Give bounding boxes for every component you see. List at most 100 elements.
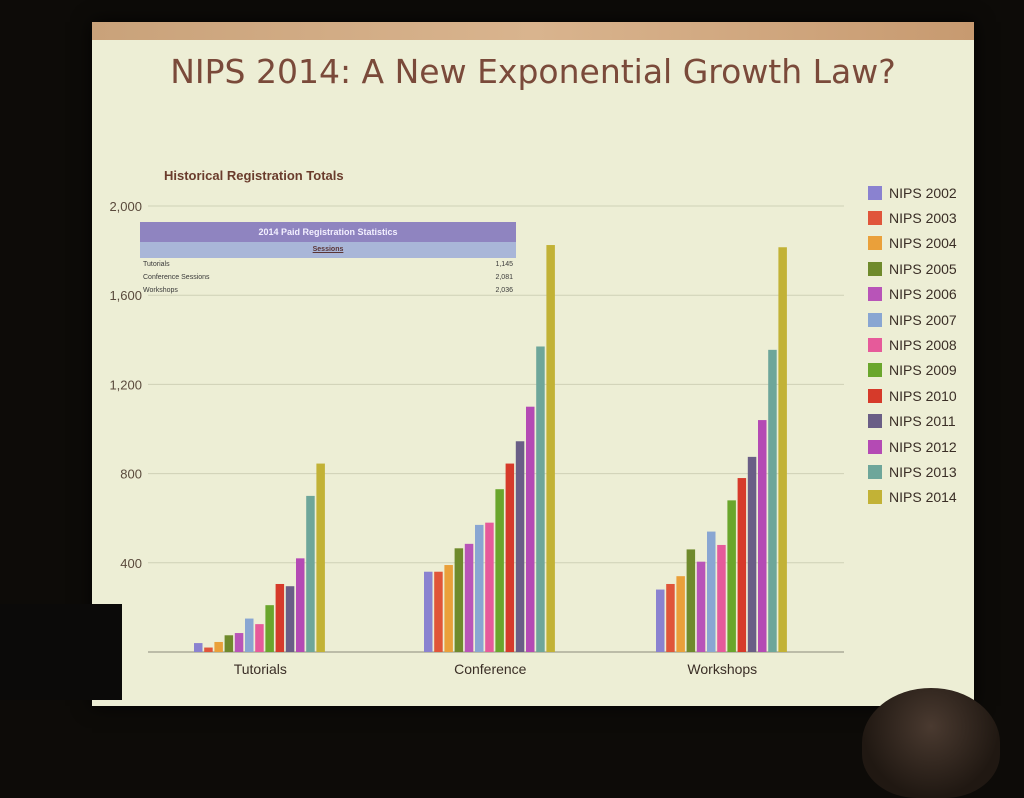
legend-item: NIPS 2008 — [868, 332, 957, 357]
legend-label: NIPS 2014 — [889, 489, 957, 506]
stats-table-title: 2014 Paid Registration Statistics — [140, 222, 516, 242]
legend-swatch — [868, 338, 882, 353]
legend-label: NIPS 2004 — [889, 235, 957, 252]
bar — [434, 571, 443, 652]
stats-row-label: Workshops — [143, 287, 178, 294]
legend-label: NIPS 2008 — [889, 337, 957, 354]
bar — [275, 583, 285, 652]
bar — [707, 531, 716, 652]
legend-swatch — [868, 236, 882, 251]
legend-label: NIPS 2002 — [889, 184, 957, 201]
bar — [676, 576, 685, 652]
legend-label: NIPS 2007 — [889, 311, 957, 328]
legend-label: NIPS 2011 — [889, 413, 956, 430]
stats-row-label: Conference Sessions — [143, 274, 210, 281]
legend-swatch — [868, 312, 882, 327]
bar — [536, 346, 545, 652]
legend-label: NIPS 2003 — [889, 210, 957, 227]
slide-title: NIPS 2014: A New Exponential Growth Law? — [170, 52, 896, 91]
y-tick-label: 400 — [120, 556, 142, 571]
legend-item: NIPS 2014 — [868, 485, 957, 510]
bar — [316, 463, 325, 652]
legend-item: NIPS 2004 — [868, 231, 957, 256]
y-tick-label: 2,000 — [109, 199, 142, 214]
legend-swatch — [868, 363, 882, 378]
legend-item: NIPS 2005 — [868, 256, 957, 281]
stats-row-value: 2,081 — [495, 274, 513, 281]
chart-title: Historical Registration Totals — [164, 168, 344, 183]
legend-swatch — [868, 185, 882, 200]
bar — [696, 561, 706, 652]
browser-toolbar-strip — [92, 22, 974, 40]
bar — [515, 441, 525, 652]
legend-label: NIPS 2009 — [889, 362, 957, 379]
bar — [204, 647, 213, 652]
stats-row-value: 2,036 — [495, 287, 513, 294]
stats-table-subtitle: Sessions — [140, 242, 516, 258]
bar — [526, 406, 535, 652]
legend-swatch — [868, 211, 882, 226]
legend-item: NIPS 2003 — [868, 205, 957, 230]
bar — [224, 635, 234, 652]
bar — [255, 624, 264, 652]
bar — [454, 548, 464, 652]
bar — [656, 589, 665, 652]
legend-label: NIPS 2006 — [889, 286, 957, 303]
bar — [265, 605, 274, 652]
legend-item: NIPS 2012 — [868, 434, 957, 459]
bar — [444, 565, 453, 652]
bar — [737, 478, 747, 652]
projector-screen: NIPS 2014: A New Exponential Growth Law?… — [92, 22, 974, 706]
legend-label: NIPS 2012 — [889, 438, 957, 455]
stats-row: Conference Sessions 2,081 — [140, 271, 516, 284]
legend-swatch — [868, 414, 882, 429]
legend-item: NIPS 2013 — [868, 459, 957, 484]
bar — [214, 641, 223, 652]
bar — [546, 245, 555, 652]
bar — [306, 495, 315, 652]
y-tick-label: 1,600 — [109, 288, 142, 303]
bar — [505, 463, 515, 652]
bar — [296, 558, 305, 652]
legend-item: NIPS 2010 — [868, 383, 957, 408]
bar — [475, 524, 484, 652]
bar — [485, 522, 494, 652]
bar — [666, 583, 675, 652]
legend-item: NIPS 2007 — [868, 307, 957, 332]
legend-label: NIPS 2013 — [889, 463, 957, 480]
legend-swatch — [868, 439, 882, 454]
y-tick-label: 1,200 — [109, 377, 142, 392]
legend-swatch — [868, 261, 882, 276]
bar — [285, 586, 295, 652]
bar — [747, 456, 757, 652]
audience-head — [862, 688, 1000, 798]
x-tick-label: Conference — [454, 661, 527, 677]
stats-row-label: Tutorials — [143, 261, 170, 268]
bar — [717, 544, 726, 652]
legend-item: NIPS 2011 — [868, 409, 957, 434]
legend-item: NIPS 2009 — [868, 358, 957, 383]
speaker-podium — [0, 604, 122, 700]
chart-legend: NIPS 2002 NIPS 2003 NIPS 2004 NIPS 2005 NIPS… — [868, 180, 957, 510]
bar — [234, 633, 244, 652]
bar — [768, 349, 777, 652]
stats-row: Tutorials 1,145 — [140, 258, 516, 271]
bar — [194, 643, 203, 652]
bar — [727, 500, 736, 652]
legend-item: NIPS 2006 — [868, 282, 957, 307]
x-tick-label: Workshops — [687, 661, 757, 677]
bar — [778, 247, 787, 652]
bar — [245, 618, 254, 652]
legend-swatch — [868, 464, 882, 479]
legend-label: NIPS 2005 — [889, 260, 957, 277]
stats-row: Workshops 2,036 — [140, 284, 516, 297]
legend-label: NIPS 2010 — [889, 387, 957, 404]
bar — [495, 489, 504, 652]
registration-stats-table: 2014 Paid Registration Statistics Sessio… — [140, 222, 516, 297]
bar — [424, 571, 433, 652]
x-tick-label: Tutorials — [234, 661, 287, 677]
bar — [686, 549, 696, 652]
bar — [758, 420, 767, 652]
legend-swatch — [868, 388, 882, 403]
stats-row-value: 1,145 — [495, 261, 513, 268]
